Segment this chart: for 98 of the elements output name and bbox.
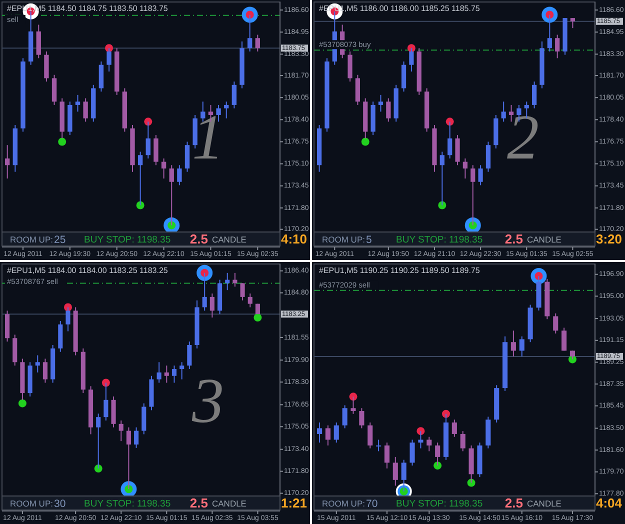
text: 30 [54,498,66,510]
candlestick [75,94,80,112]
candlestick [562,327,567,352]
candlestick [240,282,245,301]
candlestick [187,341,192,370]
candlestick [255,34,260,52]
text: 1:21 [280,495,307,510]
candlestick [478,164,483,186]
candlestick [44,50,49,82]
text: BUY STOP: 1198.35 [84,498,171,510]
point [58,138,66,146]
text: BUY STOP: 1198.35 [84,234,171,246]
text: ROOM UP: [10,498,53,508]
candlestick [180,362,184,380]
text: CANDLE [212,234,247,244]
point [442,410,450,418]
text: 3:20 [596,231,622,246]
text: 4:10 [280,231,307,246]
annotation: 2.5 [504,231,523,246]
candlestick [35,354,40,373]
text: BUY STOP: 1198.35 [396,498,483,510]
point [18,399,26,408]
candlestick [210,293,214,318]
point [102,378,110,387]
candlestick [172,365,177,384]
candlestick [359,408,364,429]
candlestick [224,101,229,119]
candlestick [392,456,398,486]
chart-title: #EPU1,M5 1184.00 1184.00 1183.25 1183.25 [7,266,168,275]
point [361,138,370,146]
candlestick [5,144,10,180]
candlestick [184,141,190,172]
candlestick [510,330,516,357]
annotation: 3 [191,364,224,436]
candlestick [216,104,221,122]
text: 25 [54,234,66,246]
candlestick [83,98,88,122]
candlestick [368,422,373,449]
point [254,314,262,322]
candlestick [384,442,390,469]
candlestick [462,158,468,180]
text: 4:04 [596,495,623,510]
candlestick [156,362,162,384]
candlestick [460,430,466,452]
candlestick [134,426,139,448]
point [446,118,454,126]
point [434,462,442,470]
point [144,118,152,126]
text: ROOM UP: [10,234,53,244]
annotation: 1 [192,101,224,172]
annotation: 2.5 [190,495,208,510]
text: CANDLE [212,498,247,508]
candlestick [317,422,322,444]
candlestick [126,426,131,490]
candlestick [164,365,169,384]
candlestick [455,134,460,166]
candlestick [42,358,48,384]
text: 5 [366,234,372,246]
candlestick [52,74,57,106]
candlestick [154,134,158,166]
candlestick [334,422,339,444]
text: CANDLE [527,498,562,508]
candlestick [98,61,104,92]
candlestick [532,81,537,109]
candlestick [248,293,252,308]
candlestick [486,141,491,172]
text: CANDLE [527,234,562,244]
candlestick [501,101,506,122]
candlestick [452,419,457,438]
candlestick [355,74,360,106]
annotation: 2.5 [504,495,523,510]
text: ROOM UP: [322,498,365,508]
candlestick [553,312,558,334]
candlestick [177,164,182,186]
text: BUY STOP: 1198.35 [396,234,483,246]
point [416,427,425,436]
candlestick [426,436,432,452]
annotation: 2.5 [190,231,208,246]
candlestick [570,18,575,29]
candlestick [376,439,382,452]
annotation: 2 [507,101,539,172]
text: ROOM UP: [322,234,365,244]
candlestick [36,24,41,59]
candlestick [348,50,352,82]
candlestick [161,158,166,180]
candlestick [410,439,415,466]
candlestick [118,420,124,442]
candlestick [555,34,560,59]
candlestick [342,404,348,429]
point [94,464,102,473]
candlestick [325,424,330,446]
candlestick [519,336,524,357]
candlestick [386,98,391,122]
text: 70 [366,498,378,510]
candlestick [232,81,237,109]
candlestick [378,94,384,112]
chart-title: #EPU1,M5 1190.25 1190.25 1189.50 1189.75 [319,266,480,275]
candlestick [401,61,406,92]
